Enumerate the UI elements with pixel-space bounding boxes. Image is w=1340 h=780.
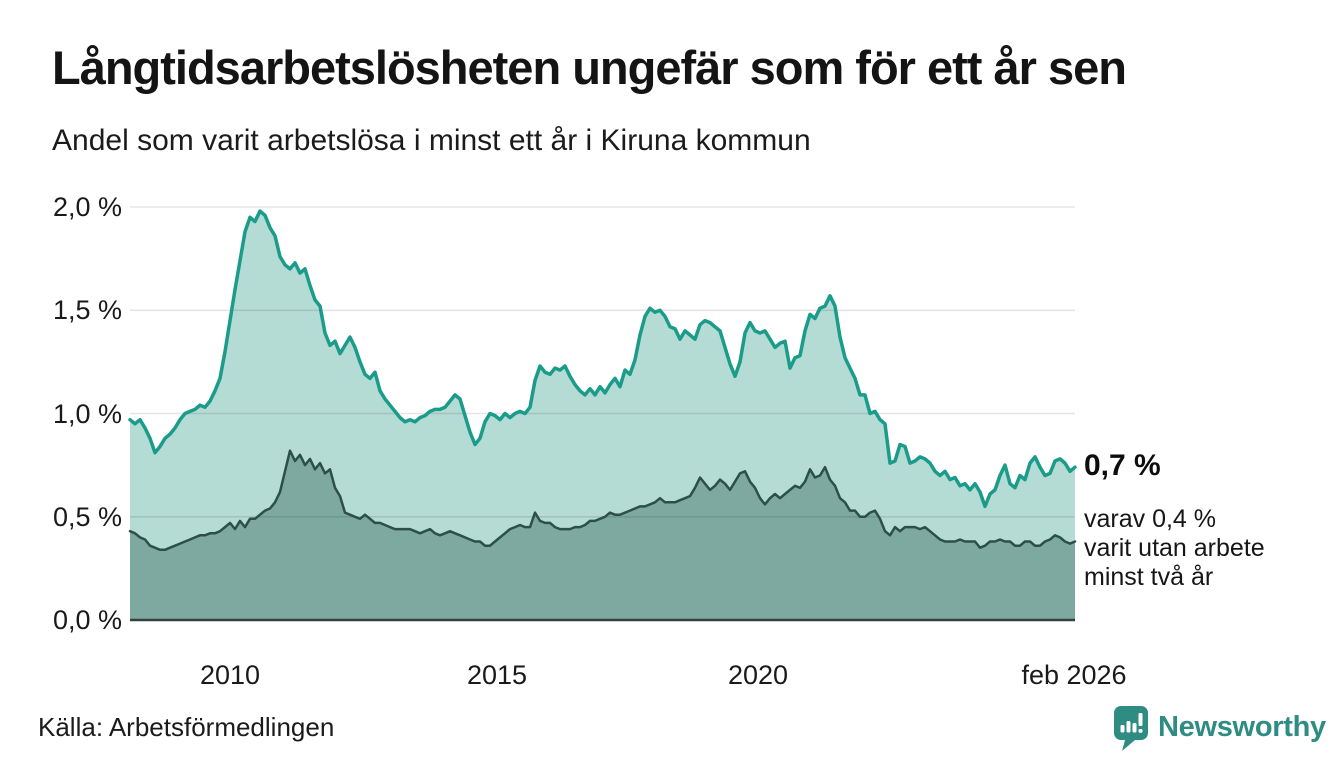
gridlines <box>130 206 1075 518</box>
ytick-1-5: 1,5 % <box>52 295 122 325</box>
ytick-2-0: 2,0 % <box>52 192 122 222</box>
chart-subtitle: Andel som varit arbetslösa i minst ett å… <box>52 124 811 157</box>
xtick-2010: 2010 <box>199 660 261 690</box>
area-unemployed-1year <box>130 211 1075 620</box>
ytick-0-5: 0,5 % <box>52 502 122 532</box>
chart-series-lines <box>128 209 1077 552</box>
newsworthy-logo[interactable]: Newsworthy <box>1114 706 1326 752</box>
line-unemployed-2years <box>128 449 1077 552</box>
xtick-2020: 2020 <box>727 660 789 690</box>
area-unemployed-2years <box>130 450 1075 620</box>
xtick-2015: 2015 <box>466 660 528 690</box>
newsworthy-logo-text: Newsworthy <box>1158 711 1326 743</box>
source-note: Källa: Arbetsförmedlingen <box>38 712 335 742</box>
newsworthy-logo-icon <box>1114 706 1148 751</box>
ytick-1-0: 1,0 % <box>52 399 122 429</box>
ytick-0-0: 0,0 % <box>52 605 122 635</box>
line-unemployed-1year <box>128 209 1077 509</box>
page-title: Långtidsarbetslösheten ungefär som för e… <box>52 41 1127 94</box>
xtick-feb-2026: feb 2026 <box>1021 660 1127 690</box>
end-value-label: 0,7 % <box>1084 449 1161 482</box>
end-sub-label: varav 0,4 % varit utan arbete minst två … <box>1084 505 1265 591</box>
chart-area-fills <box>130 211 1075 620</box>
